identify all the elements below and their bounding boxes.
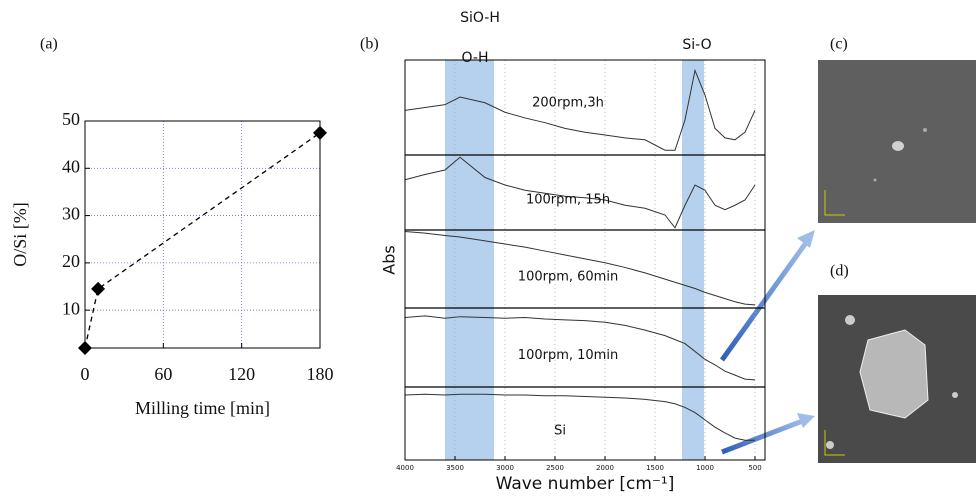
spectrum-line: [404, 156, 756, 229]
panel-label: (b): [360, 36, 379, 53]
highlight-band: [682, 60, 704, 460]
plot-frame: [84, 120, 321, 349]
series-label: 100rpm, 15h: [526, 193, 610, 208]
data-point: [91, 281, 106, 296]
panel-label: (a): [40, 36, 58, 53]
x-tick-label: 1000: [696, 464, 714, 472]
data-point: [313, 125, 327, 140]
data-point: [78, 341, 92, 355]
y-tick-label: 20: [62, 251, 80, 271]
y-tick-label: 10: [62, 298, 80, 318]
sem-image-d: [818, 295, 976, 463]
panel-label: (d): [830, 263, 849, 280]
spectrum-line: [404, 393, 755, 441]
sem-image-c: [818, 60, 976, 223]
x-axis-label: Milling time [min]: [135, 398, 270, 418]
x-tick-label: 0: [81, 364, 90, 384]
x-tick-label: 3500: [446, 464, 464, 472]
y-tick-label: 50: [62, 109, 80, 129]
x-tick-label: 3000: [496, 464, 514, 472]
series-label: 100rpm, 10min: [518, 348, 618, 363]
plot-frame: [404, 59, 766, 461]
panel-label: (c): [830, 36, 848, 53]
x-tick-label: 2500: [546, 464, 564, 472]
y-axis-label: O/Si [%]: [10, 202, 30, 267]
annotation: SiO-H: [460, 10, 500, 26]
annotation: O-H: [462, 50, 489, 66]
x-tick-label: 2000: [596, 464, 614, 472]
x-tick-label: 180: [307, 364, 334, 384]
annotation: Si-O: [682, 37, 711, 53]
x-tick-label: 4000: [396, 464, 414, 472]
highlight-band: [445, 60, 494, 460]
series-label: Si: [554, 423, 566, 438]
data-line: [84, 132, 321, 349]
y-tick-label: 40: [62, 156, 80, 176]
x-tick-label: 1500: [646, 464, 664, 472]
x-axis-label: Wave number [cm⁻¹]: [496, 474, 675, 494]
x-tick-label: 120: [228, 364, 255, 384]
series-label: 100rpm, 60min: [518, 269, 618, 284]
series-label: 200rpm,3h: [532, 96, 604, 111]
y-tick-label: 30: [62, 204, 80, 224]
x-tick-label: 60: [154, 364, 172, 384]
spectrum-line: [404, 315, 756, 381]
y-axis-label: Abs: [380, 245, 399, 274]
arrows: [719, 230, 815, 455]
spectrum-line: [404, 68, 756, 151]
x-tick-label: 500: [748, 464, 761, 472]
spectrum-line: [404, 231, 756, 306]
